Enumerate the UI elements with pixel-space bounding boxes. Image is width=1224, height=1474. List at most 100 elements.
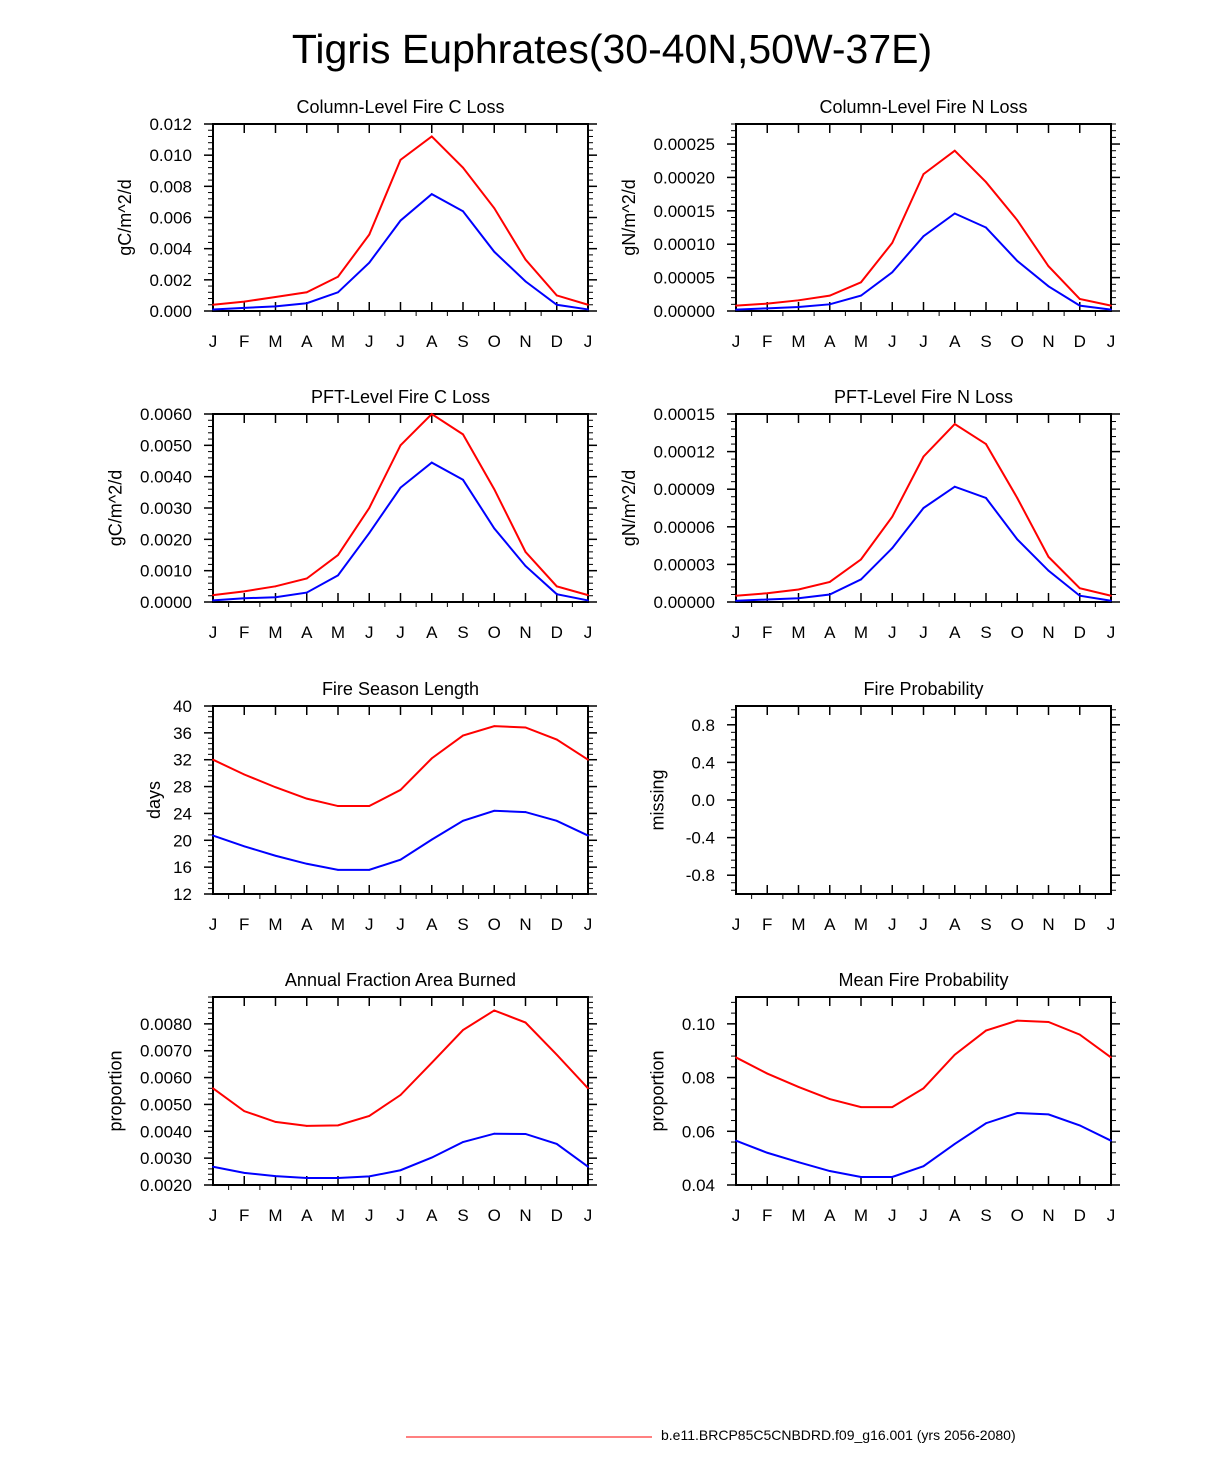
x-tick-label: M [331,1206,345,1225]
data-point-red [462,734,464,737]
data-point-blue [462,478,464,481]
series-line-red [212,725,589,808]
x-tick-label: M [791,623,805,642]
y-tick-label: 0.0020 [140,1176,192,1195]
data-point-blue [493,250,496,253]
data-point-blue [524,811,527,813]
x-tick-label: J [919,915,928,934]
x-tick-label: J [584,332,593,351]
data-point-red [828,1098,831,1100]
data-point-red [797,1086,800,1088]
x-tick-label: J [209,1206,218,1225]
x-tick-label: J [919,332,928,351]
data-point-blue [891,547,894,550]
data-point-blue [766,598,769,601]
data-point-blue [243,306,246,309]
x-tick-label: A [301,623,313,642]
x-tick-label: M [268,623,282,642]
x-tick-label: A [949,332,961,351]
y-tick-label: 0.00025 [654,135,715,154]
data-point-blue [1078,594,1081,597]
x-tick-label: M [791,332,805,351]
data-point-red [1047,1021,1050,1023]
data-point-blue [797,306,800,308]
data-point-blue [922,507,925,509]
data-point-red [766,1072,769,1075]
y-tick-label: 0.010 [149,146,192,165]
data-point-red [797,588,800,591]
y-tick-label: 0.0 [691,791,715,810]
x-tick-label: F [762,332,772,351]
data-point-blue [305,302,308,305]
data-point-blue [337,574,339,577]
x-tick-label: N [1042,1206,1054,1225]
x-tick-label: M [331,915,345,934]
x-tick-label: M [854,332,868,351]
data-point-blue [212,834,214,837]
y-tick-label: 0.00015 [654,405,715,424]
data-point-blue [1016,1112,1019,1114]
data-point-red [587,758,589,761]
x-tick-label: N [519,1206,531,1225]
x-tick-label: A [824,915,836,934]
x-tick-label: S [980,623,991,642]
data-point-blue [305,1177,308,1179]
data-point-red [555,738,558,741]
x-tick-label: A [301,915,313,934]
data-point-red [368,1115,371,1117]
data-point-blue [430,461,433,464]
data-point-blue [399,1169,402,1172]
data-point-blue [212,599,214,602]
x-tick-label: D [1074,623,1086,642]
figure-title: Tigris Euphrates(30-40N,50W-37E) [291,26,933,72]
x-tick-label: O [1011,332,1024,351]
data-point-blue [274,1175,277,1178]
data-point-blue [587,834,589,837]
x-tick-label: J [732,1206,741,1225]
x-tick-label: A [949,623,961,642]
data-point-blue [305,591,308,594]
x-tick-label: J [732,332,741,351]
data-point-blue [1047,285,1050,288]
data-point-blue [1016,260,1019,262]
data-point-red [587,1087,589,1090]
data-point-blue [337,1177,339,1179]
x-tick-label: J [209,332,218,351]
panel-title: Annual Fraction Area Burned [285,970,516,990]
data-point-red [985,1029,987,1032]
data-point-red [337,275,339,278]
y-tick-label: 32 [173,751,192,770]
series-line-blue [212,809,589,871]
data-point-red [493,725,496,728]
x-tick-label: M [331,332,345,351]
y-tick-label: 16 [173,858,192,877]
x-tick-label: S [980,915,991,934]
data-point-red [1078,587,1081,590]
series-line-blue [735,485,1112,602]
data-point-red [368,507,371,509]
x-tick-label: N [519,332,531,351]
data-point-red [274,585,277,588]
data-point-red [337,554,339,556]
data-point-red [399,789,402,791]
data-point-blue [587,1165,589,1168]
x-tick-label: F [762,1206,772,1225]
x-tick-label: A [301,1206,313,1225]
data-point-blue [493,809,496,812]
data-point-blue [524,1133,527,1135]
x-tick-label: S [457,623,468,642]
x-tick-label: N [519,915,531,934]
y-tick-label: 0.08 [682,1069,715,1088]
data-point-blue [462,819,464,822]
y-tick-label: -0.4 [686,829,715,848]
data-point-blue [922,1165,925,1168]
data-point-blue [430,838,433,841]
x-tick-label: O [1011,915,1024,934]
data-point-red [430,413,433,415]
data-point-blue [766,1151,769,1154]
x-tick-label: D [1074,915,1086,934]
y-tick-label: 0.0010 [140,562,192,581]
data-point-red [891,515,894,518]
data-point-red [735,594,737,597]
x-tick-label: S [457,1206,468,1225]
